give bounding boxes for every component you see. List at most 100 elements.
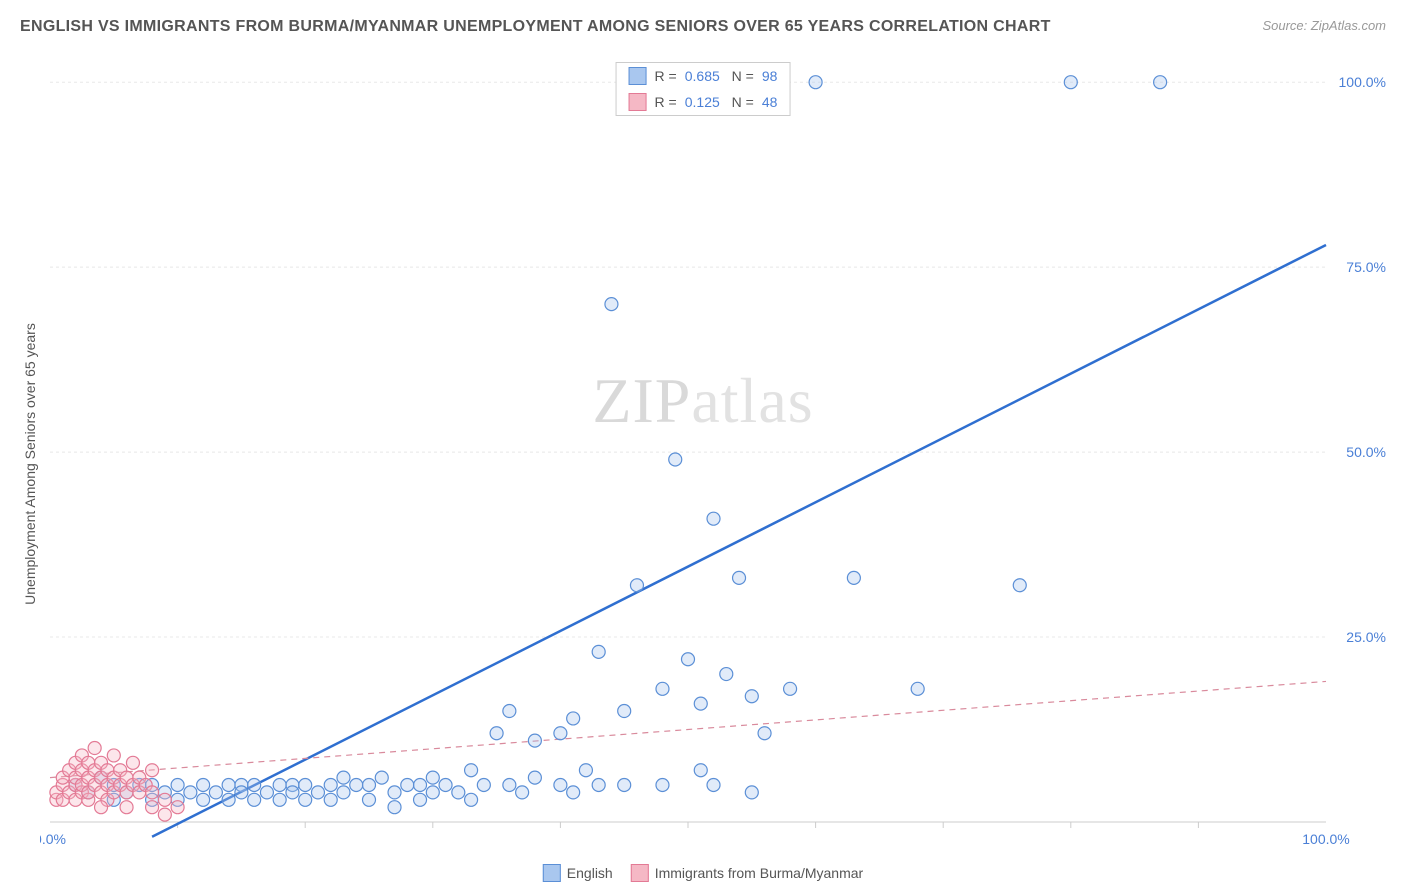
data-point — [567, 786, 580, 799]
data-point — [209, 786, 222, 799]
data-point — [324, 793, 337, 806]
data-point — [656, 682, 669, 695]
r-value: 0.125 — [685, 94, 720, 110]
data-point — [197, 793, 210, 806]
data-point — [401, 779, 414, 792]
data-point — [350, 779, 363, 792]
data-point — [694, 697, 707, 710]
data-point — [1064, 76, 1077, 89]
y-axis-label: Unemployment Among Seniors over 65 years — [22, 323, 38, 605]
n-value: 48 — [762, 94, 778, 110]
data-point — [707, 779, 720, 792]
correlation-row: R = 0.685 N = 98 — [617, 63, 790, 89]
data-point — [426, 771, 439, 784]
data-point — [235, 786, 248, 799]
data-point — [707, 512, 720, 525]
svg-text:25.0%: 25.0% — [1346, 629, 1386, 645]
data-point — [324, 779, 337, 792]
data-point — [88, 742, 101, 755]
data-point — [126, 756, 139, 769]
data-point — [554, 779, 567, 792]
data-point — [439, 779, 452, 792]
r-label: R = — [655, 94, 677, 110]
data-point — [388, 786, 401, 799]
scatter-plot: 25.0%50.0%75.0%100.0%0.0%100.0% — [40, 60, 1396, 852]
series-legend: English Immigrants from Burma/Myanmar — [543, 864, 863, 882]
legend-item: English — [543, 864, 613, 882]
data-point — [465, 764, 478, 777]
data-point — [248, 779, 261, 792]
data-point — [414, 793, 427, 806]
data-point — [745, 786, 758, 799]
data-point — [197, 779, 210, 792]
data-point — [388, 801, 401, 814]
data-point — [95, 801, 108, 814]
data-point — [311, 786, 324, 799]
data-point — [363, 779, 376, 792]
data-point — [720, 668, 733, 681]
data-point — [745, 690, 758, 703]
data-point — [171, 801, 184, 814]
data-point — [784, 682, 797, 695]
legend-item: Immigrants from Burma/Myanmar — [631, 864, 863, 882]
svg-text:100.0%: 100.0% — [1339, 74, 1386, 90]
data-point — [222, 779, 235, 792]
correlation-legend: R = 0.685 N = 98 R = 0.125 N = 48 — [616, 62, 791, 116]
source-label: Source: ZipAtlas.com — [1262, 18, 1386, 33]
chart-area: Unemployment Among Seniors over 65 years… — [40, 60, 1396, 852]
legend-swatch — [543, 864, 561, 882]
data-point — [694, 764, 707, 777]
chart-title: ENGLISH VS IMMIGRANTS FROM BURMA/MYANMAR… — [20, 18, 1051, 36]
correlation-row: R = 0.125 N = 48 — [617, 89, 790, 115]
data-point — [171, 779, 184, 792]
svg-text:75.0%: 75.0% — [1346, 259, 1386, 275]
data-point — [911, 682, 924, 695]
data-point — [477, 779, 490, 792]
data-point — [158, 808, 171, 821]
data-point — [758, 727, 771, 740]
data-point — [528, 734, 541, 747]
data-point — [592, 779, 605, 792]
data-point — [273, 779, 286, 792]
data-point — [1154, 76, 1167, 89]
n-label: N = — [728, 68, 754, 84]
data-point — [656, 779, 669, 792]
data-point — [554, 727, 567, 740]
data-point — [158, 793, 171, 806]
data-point — [452, 786, 465, 799]
data-point — [260, 786, 273, 799]
svg-text:100.0%: 100.0% — [1302, 831, 1349, 847]
data-point — [337, 771, 350, 784]
data-point — [286, 786, 299, 799]
data-point — [273, 793, 286, 806]
n-value: 98 — [762, 68, 778, 84]
data-point — [146, 786, 159, 799]
legend-swatch — [629, 93, 647, 111]
data-point — [669, 453, 682, 466]
data-point — [630, 579, 643, 592]
legend-label: Immigrants from Burma/Myanmar — [655, 865, 863, 881]
data-point — [847, 571, 860, 584]
data-point — [248, 793, 261, 806]
r-value: 0.685 — [685, 68, 720, 84]
n-label: N = — [728, 94, 754, 110]
legend-label: English — [567, 865, 613, 881]
data-point — [146, 801, 159, 814]
data-point — [465, 793, 478, 806]
r-label: R = — [655, 68, 677, 84]
legend-swatch — [631, 864, 649, 882]
data-point — [809, 76, 822, 89]
data-point — [120, 801, 133, 814]
data-point — [567, 712, 580, 725]
data-point — [299, 793, 312, 806]
svg-text:50.0%: 50.0% — [1346, 444, 1386, 460]
data-point — [1013, 579, 1026, 592]
data-point — [592, 645, 605, 658]
data-point — [503, 779, 516, 792]
data-point — [184, 786, 197, 799]
data-point — [490, 727, 503, 740]
data-point — [363, 793, 376, 806]
data-point — [579, 764, 592, 777]
data-point — [618, 705, 631, 718]
data-point — [414, 779, 427, 792]
